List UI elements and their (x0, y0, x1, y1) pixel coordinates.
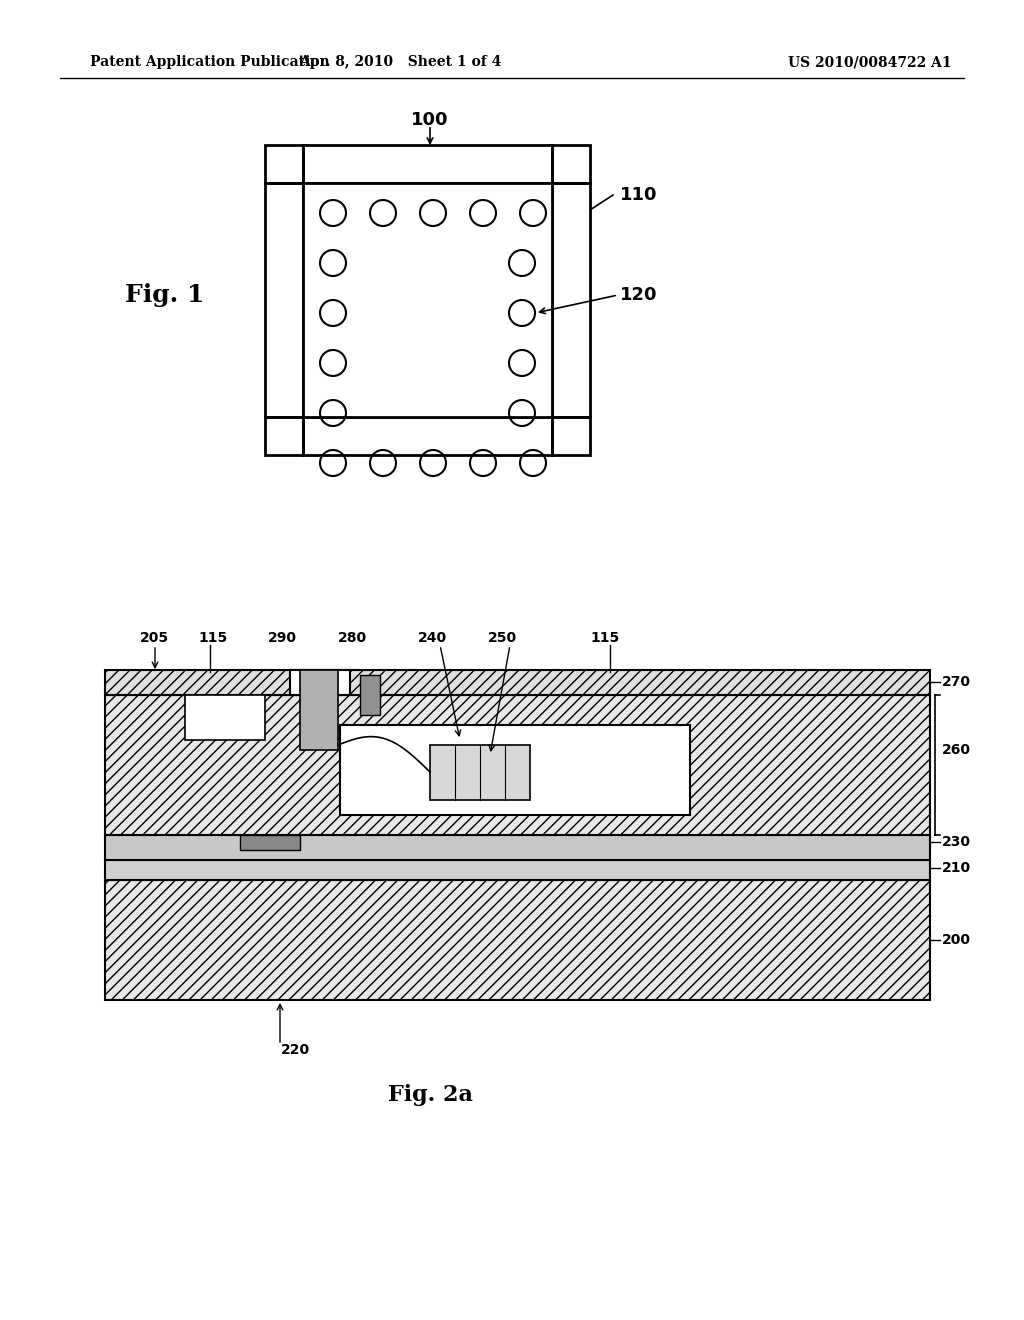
Text: Patent Application Publication: Patent Application Publication (90, 55, 330, 69)
Text: 205: 205 (140, 631, 169, 645)
Bar (265, 417, 303, 455)
Bar (303, 183, 552, 417)
Text: 220: 220 (281, 1043, 309, 1057)
Text: 100: 100 (412, 111, 449, 129)
Bar (340, 725, 690, 814)
Bar (240, 836, 300, 850)
Bar (265, 145, 303, 183)
Bar (552, 183, 590, 417)
Bar (303, 417, 552, 455)
Text: 115: 115 (198, 631, 227, 645)
Text: US 2010/0084722 A1: US 2010/0084722 A1 (788, 55, 952, 69)
Text: 250: 250 (488, 631, 517, 645)
Text: Apr. 8, 2010   Sheet 1 of 4: Apr. 8, 2010 Sheet 1 of 4 (299, 55, 501, 69)
Text: 260: 260 (942, 743, 971, 756)
Text: 120: 120 (620, 286, 657, 304)
Bar (105, 671, 930, 696)
Text: 240: 240 (418, 631, 447, 645)
Text: 230: 230 (942, 836, 971, 849)
Bar (360, 675, 380, 715)
Bar (265, 183, 303, 417)
Text: 270: 270 (942, 675, 971, 689)
Text: 115: 115 (590, 631, 620, 645)
Bar (300, 671, 338, 750)
Text: 200: 200 (942, 933, 971, 946)
Bar (185, 696, 265, 741)
Bar (105, 861, 930, 880)
Bar (105, 836, 930, 861)
Bar (105, 696, 930, 836)
Text: 290: 290 (268, 631, 297, 645)
Text: Fig. 1: Fig. 1 (125, 282, 205, 308)
Bar (303, 145, 552, 183)
Bar (105, 880, 930, 1001)
Text: 210: 210 (942, 861, 971, 875)
Bar (290, 671, 350, 696)
Bar (552, 417, 590, 455)
Bar (430, 744, 530, 800)
Text: 110: 110 (620, 186, 657, 205)
Bar (552, 145, 590, 183)
Text: Fig. 2a: Fig. 2a (387, 1084, 472, 1106)
Text: 280: 280 (338, 631, 368, 645)
